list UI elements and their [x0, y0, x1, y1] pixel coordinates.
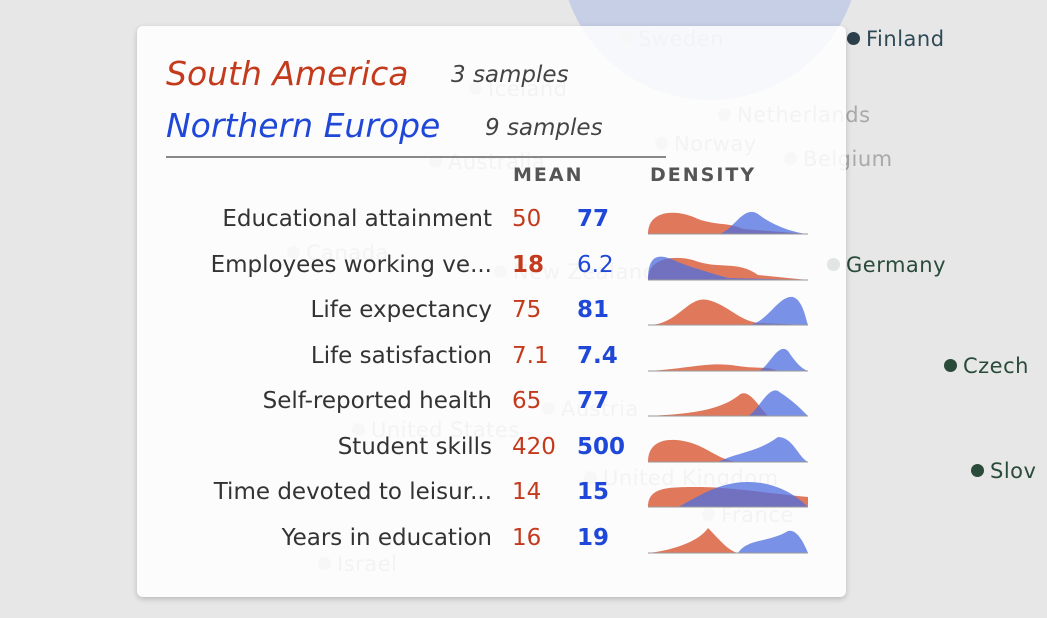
country-label: Czech	[944, 354, 1029, 378]
mean-value-a: 420	[512, 433, 556, 460]
row-label: Life expectancy	[310, 297, 492, 323]
density-area	[648, 212, 808, 234]
density-plot	[648, 436, 808, 462]
density-area	[648, 363, 778, 371]
row-label: Years in education	[281, 524, 492, 551]
mean-value-b: 77	[577, 206, 610, 232]
group-a-name: South America	[166, 54, 409, 93]
density-area	[748, 390, 808, 416]
country-label: Slov	[971, 459, 1036, 483]
group-b-name: Northern Europe	[166, 106, 441, 145]
density-plot	[648, 390, 808, 417]
mean-value-b: 15	[577, 479, 610, 505]
density-plot	[648, 296, 808, 326]
divider	[166, 156, 666, 158]
density-area	[648, 439, 738, 462]
mean-value-b: 7.4	[577, 342, 618, 369]
country-label: Germany	[827, 253, 946, 277]
density-area	[648, 256, 808, 280]
density-area	[748, 296, 808, 325]
density-area	[678, 482, 808, 507]
density-plot	[648, 348, 808, 371]
row-label: Life satisfaction	[310, 342, 492, 369]
country-label: Finland	[847, 27, 945, 51]
mean-value-a: 7.1	[512, 342, 549, 369]
mean-value-a: 14	[512, 479, 542, 505]
density-area	[738, 530, 808, 553]
mean-value-b: 6.2	[577, 251, 614, 278]
row-label: Self-reported health	[262, 388, 492, 414]
tooltip-card: South America 3 samples Northern Europe …	[137, 26, 846, 597]
density-area	[758, 348, 808, 371]
row-label: Time devoted to leisur...	[213, 479, 492, 505]
mean-value-b: 77	[577, 388, 610, 414]
column-header: DENSITY	[650, 164, 757, 186]
density-plot	[648, 256, 808, 280]
density-plot	[648, 527, 808, 553]
column-header: MEAN	[513, 164, 584, 186]
mean-value-a: 16	[512, 524, 542, 551]
density-area	[718, 436, 808, 462]
mean-value-a: 65	[512, 388, 542, 414]
row-label: Student skills	[337, 433, 492, 460]
row-label: Employees working ve...	[210, 251, 492, 278]
group-b-samples: 9 samples	[485, 115, 603, 141]
row-label: Educational attainment	[222, 206, 492, 232]
mean-value-b: 19	[577, 524, 610, 551]
mean-value-a: 18	[512, 251, 545, 278]
mean-value-a: 50	[512, 206, 542, 232]
density-plot	[648, 482, 808, 508]
density-plot	[648, 211, 808, 235]
density-area	[718, 211, 808, 234]
group-a-samples: 3 samples	[451, 62, 569, 88]
density-area	[648, 299, 808, 325]
mean-value-b: 500	[577, 433, 626, 460]
density-area	[648, 527, 738, 553]
mean-value-a: 75	[512, 297, 542, 323]
density-area	[648, 393, 768, 416]
mean-value-b: 81	[577, 297, 610, 323]
